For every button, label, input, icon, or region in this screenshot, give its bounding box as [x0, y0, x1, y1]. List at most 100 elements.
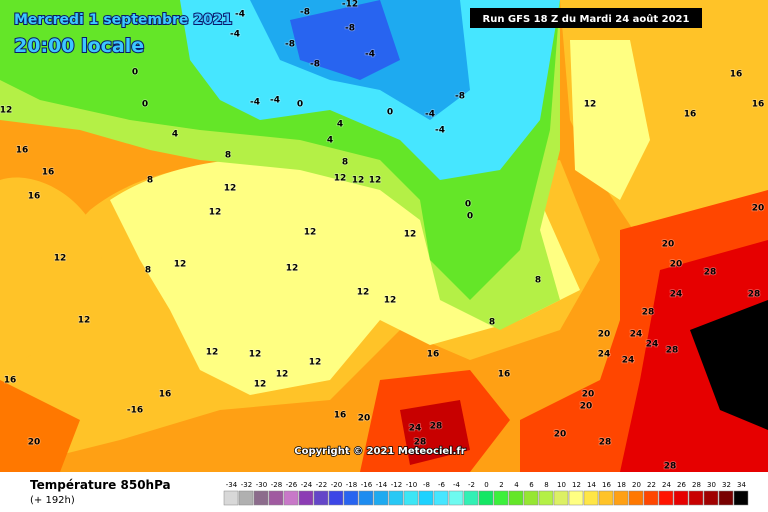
legend-swatch [598, 490, 614, 506]
legend-value: 18 [617, 481, 626, 489]
legend-value: -6 [438, 481, 446, 489]
contour-label: 12 [254, 380, 267, 390]
contour-label: -4 [425, 110, 435, 120]
legend-swatch [388, 490, 404, 506]
contour-label: 4 [172, 130, 178, 140]
legend-value: 8 [544, 481, 548, 489]
contour-label: 16 [684, 110, 697, 120]
legend-value: -30 [256, 481, 267, 489]
legend-value: -24 [301, 481, 313, 489]
contour-label: 16 [28, 192, 41, 202]
legend-swatch [538, 490, 554, 506]
contour-label: 16 [730, 70, 743, 80]
contour-label: -4 [365, 50, 375, 60]
contour-label: 28 [748, 290, 761, 300]
contour-label: -8 [285, 40, 295, 50]
contour-label: 12 [384, 296, 397, 306]
contour-label: 16 [16, 146, 29, 156]
contour-label: -8 [345, 24, 355, 34]
contour-label: 0 [132, 68, 138, 78]
legend-swatch [658, 490, 674, 506]
contour-label: 16 [427, 350, 440, 360]
legend-title: Température 850hPa [30, 478, 171, 492]
legend-value: 4 [514, 481, 519, 489]
contour-label: -4 [435, 126, 445, 136]
contour-label: 28 [704, 268, 717, 278]
contour-label: 28 [599, 438, 612, 448]
contour-label: 4 [337, 120, 343, 130]
contour-label: 12 [224, 184, 237, 194]
contour-label: 8 [535, 276, 541, 286]
legend-swatch [448, 490, 464, 506]
contour-label: 12 [352, 176, 365, 186]
legend-value: 2 [499, 481, 503, 489]
copyright: Copyright © 2021 Meteociel.fr [294, 446, 465, 457]
legend-swatch [238, 490, 254, 506]
legend-swatch [313, 490, 329, 506]
legend-swatch [298, 490, 314, 506]
contour-label: 0 [465, 200, 471, 210]
map-field [0, 0, 768, 472]
contour-label: 8 [145, 266, 151, 276]
legend-value: 22 [647, 481, 656, 489]
contour-label: 0 [142, 100, 148, 110]
contour-label: 20 [598, 330, 611, 340]
contour-label: 0 [297, 100, 303, 110]
legend-subtitle: (+ 192h) [30, 495, 75, 506]
contour-label: 16 [752, 100, 765, 110]
contour-label: -8 [300, 8, 310, 18]
legend-value: -8 [423, 481, 430, 489]
legend-value: 32 [722, 481, 731, 489]
legend-value: -22 [316, 481, 327, 489]
contour-label: 20 [662, 240, 675, 250]
legend-value: -12 [391, 481, 402, 489]
contour-label: 12 [249, 350, 262, 360]
contour-label: 0 [387, 108, 393, 118]
legend-value: 28 [692, 481, 701, 489]
legend-swatch [643, 490, 659, 506]
legend-value: -4 [453, 481, 461, 489]
legend-swatch [418, 490, 434, 506]
legend-value: 24 [662, 481, 671, 489]
contour-label: 20 [670, 260, 683, 270]
contour-label: -4 [270, 96, 280, 106]
legend-value: -16 [361, 481, 373, 489]
legend-swatch [523, 490, 539, 506]
legend-swatch [493, 490, 509, 506]
legend-value: -28 [271, 481, 282, 489]
contour-label: -4 [250, 98, 260, 108]
contour-label: 16 [4, 376, 17, 386]
contour-label: 24 [409, 424, 422, 434]
contour-label: 12 [206, 348, 219, 358]
legend-swatch [688, 490, 704, 506]
contour-label: 28 [414, 438, 427, 448]
contour-label: 12 [304, 228, 317, 238]
legend-value: -32 [241, 481, 252, 489]
contour-label: -4 [230, 30, 240, 40]
contour-label: 12 [357, 288, 370, 298]
legend-swatch [628, 490, 644, 506]
legend-swatch [283, 490, 299, 506]
map-date: Mercredi 1 septembre 2021 [14, 12, 232, 28]
legend-value: -2 [468, 481, 475, 489]
contour-label: 20 [358, 414, 371, 424]
legend-swatch [463, 490, 479, 506]
contour-label: 12 [404, 230, 417, 240]
legend-value: 0 [484, 481, 488, 489]
contour-label: 12 [369, 176, 382, 186]
contour-label: 8 [147, 176, 153, 186]
contour-label: 12 [0, 106, 12, 116]
legend-swatch [403, 490, 419, 506]
contour-label: 0 [467, 212, 473, 222]
color-legend: -34 -32 -30 -28 -26 -24 -22 -20 -18 -16 -14 -12 -10-… [223, 481, 749, 506]
contour-label: 12 [286, 264, 299, 274]
contour-label: 16 [42, 168, 55, 178]
legend-value: 16 [602, 481, 611, 489]
legend-swatch [613, 490, 629, 506]
legend-swatch [703, 490, 719, 506]
contour-label: 20 [554, 430, 567, 440]
legend-swatch [478, 490, 494, 506]
legend-value: 6 [529, 481, 534, 489]
legend-value: -26 [286, 481, 298, 489]
legend-swatch [268, 490, 284, 506]
